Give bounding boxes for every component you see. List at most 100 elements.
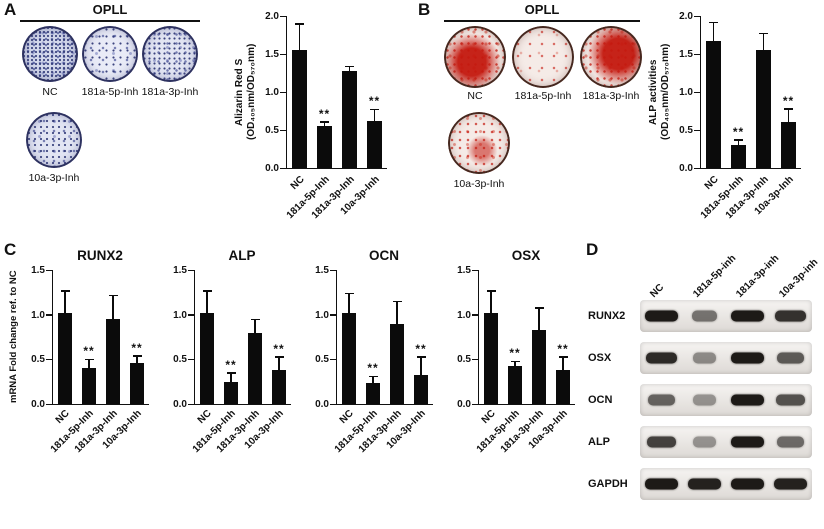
dish-label: 10a-3p-Inh bbox=[28, 172, 80, 184]
error-bar-stem bbox=[323, 121, 326, 127]
plot-area: ** ** bbox=[280, 15, 387, 169]
y-tick-label: 2.0 bbox=[679, 11, 693, 22]
error-bar-stem bbox=[348, 66, 351, 72]
y-tick-label: 0.0 bbox=[315, 399, 329, 410]
protein-band bbox=[644, 310, 679, 322]
protein-band bbox=[693, 436, 716, 448]
dish-label: 10a-3p-Inh bbox=[453, 178, 505, 190]
y-tick-mark bbox=[46, 269, 53, 271]
x-axis-labels: NC 181a-5p-Inh 181a-3p-Inh 10a-3p-Inh bbox=[49, 408, 148, 486]
error-bar-cap bbox=[295, 23, 304, 25]
significance-stars: ** bbox=[368, 94, 381, 109]
chart-title: ALP bbox=[228, 248, 256, 263]
error-bar-stem bbox=[206, 290, 208, 313]
y-tick-label: 0.0 bbox=[173, 399, 187, 410]
significance-stars: ** bbox=[732, 124, 745, 139]
y-tick-label: 1.0 bbox=[679, 87, 693, 98]
plot-area: ** ** bbox=[46, 269, 149, 405]
y-tick-label: 1.0 bbox=[265, 87, 279, 98]
blot-row: RUNX2 bbox=[588, 300, 818, 332]
y-axis-label: ALP activities (OD₄₀₅nm/OD₅₇₀nm) bbox=[648, 43, 671, 141]
blot-row-label: RUNX2 bbox=[588, 310, 626, 322]
significance-stars: ** bbox=[415, 341, 427, 356]
protein-band bbox=[730, 394, 765, 406]
blot-row: ALP bbox=[588, 426, 818, 458]
significance-stars: ** bbox=[509, 346, 521, 361]
dish-label: 181a-3p-Inh bbox=[141, 86, 199, 98]
error-bar-stem bbox=[112, 295, 114, 320]
blot-rows: RUNX2 OSX OCN ALP GAPDH bbox=[588, 300, 818, 510]
y-tick-label: 0.0 bbox=[457, 399, 471, 410]
bar-NC bbox=[706, 41, 721, 168]
plot-area: ** ** bbox=[694, 15, 801, 169]
bar-181a-3p-Inh bbox=[342, 71, 357, 168]
y-tick-label: 2.0 bbox=[265, 11, 279, 22]
panel-b-opll-header: OPLL bbox=[444, 2, 640, 22]
protein-band bbox=[774, 310, 807, 322]
alp-dish-nc bbox=[444, 26, 506, 88]
protein-band bbox=[693, 394, 716, 406]
blot-row-label: OCN bbox=[588, 394, 613, 406]
y-tick-mark bbox=[694, 15, 701, 17]
significance-stars: ** bbox=[83, 344, 95, 359]
error-bar-cap bbox=[108, 294, 118, 297]
y-tick-label: 1.0 bbox=[31, 309, 45, 321]
error-bar-cap bbox=[60, 290, 70, 292]
bar-10a-3p-Inh bbox=[272, 370, 286, 404]
y-tick-label: 1.0 bbox=[315, 309, 329, 321]
y-tick-mark bbox=[46, 358, 53, 361]
bar-181a-3p-Inh bbox=[106, 319, 120, 404]
error-bar-cap bbox=[132, 355, 142, 357]
chart-runx2-mrna: RUNX2 mRNA Fold change ref. to NC 0.0 0.5… bbox=[8, 248, 156, 488]
dish-label: 181a-5p-Inh bbox=[514, 90, 572, 102]
error-bar-stem bbox=[136, 355, 138, 363]
blot-col-label: 181a-5p-inh bbox=[690, 252, 738, 300]
bar-181a-5p-Inh bbox=[731, 145, 746, 168]
protein-band bbox=[730, 478, 765, 490]
plot-area: ** ** bbox=[330, 269, 433, 405]
y-tick-label: 0.0 bbox=[31, 399, 45, 410]
y-tick-mark bbox=[330, 403, 337, 405]
error-bar-cap bbox=[784, 108, 793, 110]
error-bar-cap bbox=[392, 300, 402, 303]
alizarin-dish-nc bbox=[22, 26, 78, 82]
x-axis-labels: NC 181a-5p-Inh 181a-3p-Inh 10a-3p-Inh bbox=[698, 174, 800, 230]
bar-181a-5p-Inh bbox=[366, 383, 380, 404]
error-bar-stem bbox=[254, 319, 256, 333]
bar-10a-3p-Inh bbox=[414, 374, 428, 404]
y-tick-mark bbox=[280, 53, 287, 55]
protein-band bbox=[691, 310, 718, 322]
error-bar-cap bbox=[344, 292, 354, 295]
bar-NC bbox=[292, 50, 307, 168]
opll-text: OPLL bbox=[524, 2, 560, 17]
chart-alp-activities: ALP activities (OD₄₀₅nm/OD₅₇₀nm) 0.0 0.5 1.… bbox=[646, 6, 816, 232]
alp-dish-181a-3p-inh bbox=[580, 26, 642, 88]
error-bar-cap bbox=[370, 108, 379, 111]
y-tick-mark bbox=[694, 167, 701, 169]
y-tick-mark bbox=[280, 15, 287, 17]
blot-row: OSX bbox=[588, 342, 818, 374]
y-axis: 0.0 0.5 1.0 1.5 bbox=[450, 265, 476, 410]
y-tick-label: 0.5 bbox=[457, 354, 471, 366]
significance-stars: ** bbox=[131, 340, 143, 355]
chart-alizarin-red-s: Alizarin Red S (OD₄₀₅nm/OD₅₇₀nm) 0.0 0.5 1.… bbox=[232, 6, 402, 232]
error-bar-cap bbox=[486, 290, 496, 292]
chart-title: RUNX2 bbox=[77, 248, 123, 263]
bar-NC bbox=[342, 312, 356, 404]
y-tick-mark bbox=[188, 269, 195, 271]
y-tick-mark bbox=[472, 314, 479, 316]
error-bar-cap bbox=[226, 372, 236, 374]
blot-row: OCN bbox=[588, 384, 818, 416]
blot-col-label: 10a-3p-inh bbox=[776, 256, 820, 300]
blot-row: GAPDH bbox=[588, 468, 818, 500]
y-tick-label: 0.0 bbox=[265, 163, 279, 174]
panel-c-label: C bbox=[4, 240, 17, 259]
error-bar-cap bbox=[416, 356, 426, 358]
alizarin-dish-10a-3p-inh bbox=[26, 112, 82, 168]
chart-alp-mrna: ALP 0.0 0.5 1.0 1.5 ** ** NC 181a-5p-Inh 181a-… bbox=[150, 248, 298, 488]
significance-stars: ** bbox=[782, 93, 795, 108]
blot-lane-box bbox=[640, 342, 812, 374]
blot-row-label: ALP bbox=[588, 436, 610, 448]
y-tick-mark bbox=[694, 53, 701, 55]
error-bar-stem bbox=[64, 290, 66, 313]
